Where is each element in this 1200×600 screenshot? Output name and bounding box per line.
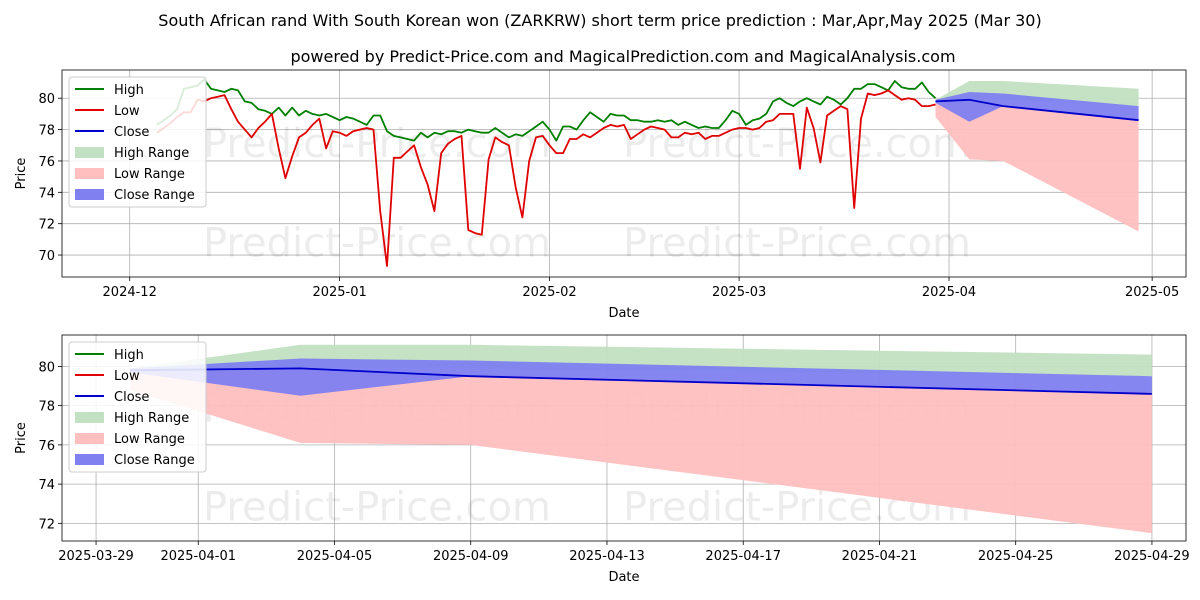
high-series-line xyxy=(156,78,937,142)
top-panel: 2024-12 2025-01 2025-02 2025-03 2025-04 2025-… xyxy=(14,69,1187,321)
x-axis-label: Date xyxy=(608,570,639,585)
legend-swatch-patch xyxy=(75,433,104,444)
legend-swatch-patch xyxy=(75,412,104,423)
legend-label: High Range xyxy=(114,411,189,426)
plot-area xyxy=(130,344,1152,534)
y-tick-label: 80 xyxy=(38,360,55,375)
x-tick-label: 2025-03-29 xyxy=(58,549,134,564)
y-tick-label: 78 xyxy=(38,400,55,415)
legend-label: Low Range xyxy=(114,432,185,447)
legend-label: High Range xyxy=(114,146,189,161)
legend-label: Close xyxy=(114,390,149,405)
legend-label: Low xyxy=(114,369,140,384)
legend-label: Close xyxy=(114,125,149,140)
close-series-line xyxy=(130,367,1152,395)
close-series-line xyxy=(935,98,1139,122)
y-tick-label: 76 xyxy=(38,155,55,170)
low-range-area xyxy=(130,368,1152,534)
x-tick-label: 2025-05 xyxy=(1125,285,1179,300)
y-tick-label: 74 xyxy=(38,186,55,201)
y-axis-label: Price xyxy=(14,422,29,454)
legend-label: High xyxy=(114,83,144,98)
bottom-panel: 2025-03-29 2025-04-01 2025-04-05 2025-04-09… xyxy=(14,334,1190,585)
x-tick-label: 2025-04 xyxy=(922,285,976,300)
x-tick-label: 2025-04-25 xyxy=(978,549,1054,564)
legend-swatch-patch xyxy=(75,454,104,465)
x-tick-label: 2025-04-05 xyxy=(297,549,373,564)
chart-title: South African rand With South Korean won… xyxy=(158,11,1041,30)
legend-label: Low xyxy=(114,104,140,119)
x-tick-label: 2025-04-01 xyxy=(160,549,236,564)
x-tick-label: 2025-04-09 xyxy=(433,549,509,564)
y-tick-label: 78 xyxy=(38,124,55,139)
y-tick-label: 74 xyxy=(38,478,55,493)
x-tick-label: 2025-04-17 xyxy=(705,549,781,564)
y-tick-label: 76 xyxy=(38,439,55,454)
x-tick-label: 2025-02 xyxy=(522,285,576,300)
axes-frame xyxy=(61,334,1187,542)
x-tick-label: 2025-04-21 xyxy=(842,549,918,564)
low-range-area xyxy=(935,99,1139,232)
legend: High Low Close High Range Low Range Close Ran… xyxy=(68,76,207,208)
low-series-line xyxy=(156,89,936,267)
x-tick-label: 2025-04-29 xyxy=(1114,549,1190,564)
legend-label: Low Range xyxy=(114,167,185,182)
x-tick-label: 2025-04-13 xyxy=(569,549,645,564)
legend-label: High xyxy=(114,348,144,363)
legend-swatch-patch xyxy=(75,168,104,179)
watermark-text: Predict-Price.com xyxy=(203,484,551,530)
legend-swatch-patch xyxy=(75,189,104,200)
y-axis-label: Price xyxy=(14,158,29,190)
legend: High Low Close High Range Low Range Close Ran… xyxy=(68,341,207,473)
legend-swatch-patch xyxy=(75,147,104,158)
chart-subtitle: powered by Predict-Price.com and Magical… xyxy=(290,47,955,66)
y-tick-label: 72 xyxy=(38,218,55,233)
x-tick-label: 2025-03 xyxy=(712,285,766,300)
x-tick-label: 2024-12 xyxy=(103,285,157,300)
axes-frame xyxy=(61,69,1187,278)
y-tick-label: 70 xyxy=(38,249,55,264)
x-tick-label: 2025-01 xyxy=(312,285,366,300)
y-tick-label: 80 xyxy=(38,92,55,107)
watermark-text: Predict-Price.com xyxy=(203,220,551,266)
high-range-area xyxy=(935,81,1139,107)
watermark-text: Predict-Price.com xyxy=(623,220,971,266)
y-tick-label: 72 xyxy=(38,517,55,532)
watermark-text: Predict-Price.com xyxy=(203,121,551,167)
legend-label: Close Range xyxy=(114,188,195,203)
legend-label: Close Range xyxy=(114,453,195,468)
plot-area xyxy=(156,78,1139,267)
x-axis-label: Date xyxy=(608,306,639,321)
